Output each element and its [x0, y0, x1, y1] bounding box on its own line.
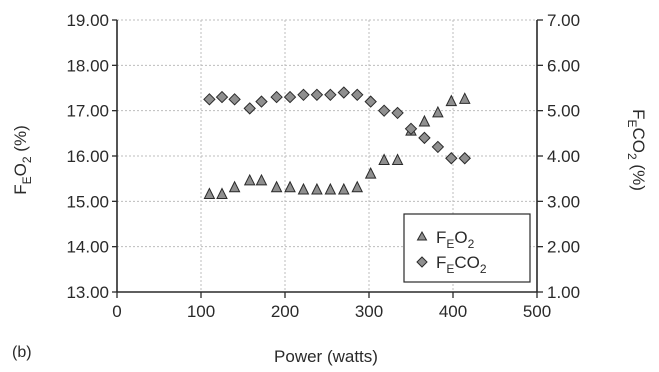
y-right-label-unit: (%): [629, 160, 648, 191]
y-right-label-sub2: 2: [625, 153, 639, 160]
point-feo2: [284, 180, 296, 193]
y-right-tick-label: 4.00: [547, 147, 580, 166]
point-feco2: [337, 86, 351, 99]
point-feo2: [216, 187, 228, 200]
point-feco2: [324, 88, 337, 102]
y-right-tick-label: 6.00: [547, 56, 580, 75]
y-left-tick-label: 17.00: [66, 102, 109, 121]
point-feo2: [311, 182, 323, 195]
point-feo2: [203, 187, 216, 200]
point-feco2: [431, 140, 445, 154]
y-right-tick-label: 5.00: [547, 102, 580, 121]
point-feco2: [228, 93, 241, 106]
point-feo2: [391, 153, 404, 166]
legend-item-feo2: FEO2: [416, 228, 475, 251]
x-tick-label: 500: [523, 302, 551, 321]
legend-feo2-base: F: [436, 228, 446, 247]
legend-feco2-sub2: 2: [480, 262, 487, 276]
point-feo2: [351, 180, 364, 193]
legend: FEO2 FECO2: [403, 213, 531, 283]
y-right-label-sub: E: [625, 120, 639, 128]
point-feco2: [270, 90, 283, 104]
y-left-tick-label: 19.00: [66, 11, 109, 30]
ticks: 13.00 14.00 15.00 16.00 17.00 18.00 19.00 1.00 2…: [66, 11, 580, 321]
point-feo2: [228, 180, 241, 193]
point-feco2: [203, 93, 216, 106]
point-feo2: [243, 173, 256, 186]
y-left-label-sub: E: [20, 176, 34, 184]
legend-feco2-sub: E: [446, 262, 454, 276]
point-feo2: [432, 105, 444, 118]
legend-feo2-sub: E: [446, 237, 454, 251]
x-tick-label: 400: [439, 302, 467, 321]
legend-box: [403, 213, 531, 283]
point-feo2: [270, 180, 283, 193]
x-axis-label: Power (watts): [274, 347, 378, 366]
data-points: [203, 86, 471, 200]
legend-feo2-sub2: 2: [468, 237, 475, 251]
legend-label-feco2: FECO2: [436, 253, 487, 276]
legend-marker-diamond: [416, 256, 428, 268]
point-feco2: [445, 152, 458, 165]
point-feco2: [351, 88, 364, 102]
y-left-label-unit: (%): [11, 125, 30, 156]
y-right-tick-label: 2.00: [547, 238, 580, 257]
y-left-label-rest: O: [11, 163, 30, 176]
point-feco2: [310, 88, 324, 102]
y-left-label-base: F: [11, 184, 30, 194]
y-left-tick-label: 16.00: [66, 147, 109, 166]
point-feo2: [255, 173, 268, 186]
point-feco2: [364, 95, 377, 108]
y-left-label-sub2: 2: [20, 156, 34, 163]
point-feco2: [283, 90, 297, 104]
legend-feco2-rest: CO: [454, 253, 480, 272]
y-right-tick-label: 3.00: [547, 192, 580, 211]
point-feco2: [297, 88, 310, 102]
point-feo2: [418, 114, 431, 127]
y-left-tick-label: 15.00: [66, 192, 109, 211]
x-tick-label: 300: [355, 302, 383, 321]
y-right-tick-label: 1.00: [547, 283, 580, 302]
legend-item-feco2: FECO2: [416, 253, 487, 276]
point-feo2: [458, 92, 471, 104]
legend-label-feo2: FEO2: [436, 228, 475, 251]
legend-marker-triangle: [416, 230, 428, 241]
point-feco2: [404, 122, 418, 136]
point-feco2: [215, 90, 229, 104]
point-feo2: [337, 182, 350, 195]
y-left-tick-label: 18.00: [66, 56, 109, 75]
x-tick-label: 100: [187, 302, 215, 321]
y-right-label-rest: CO: [629, 128, 648, 154]
point-feo2: [297, 182, 310, 195]
point-feco2: [377, 104, 391, 117]
point-feo2: [324, 182, 337, 195]
y-left-tick-label: 14.00: [66, 238, 109, 257]
point-feco2: [458, 152, 471, 165]
point-feco2: [418, 131, 431, 145]
y-left-axis-label: FEO2 (%): [11, 125, 34, 195]
point-feco2: [391, 106, 404, 120]
panel-label: (b): [12, 344, 32, 361]
y-left-tick-label: 13.00: [66, 283, 109, 302]
point-feo2: [364, 167, 377, 179]
point-feo2: [445, 94, 458, 107]
y-right-tick-label: 7.00: [547, 11, 580, 30]
y-right-label-base: F: [629, 109, 648, 119]
point-feco2: [243, 102, 256, 115]
point-feco2: [255, 95, 268, 108]
legend-feo2-rest: O: [454, 228, 467, 247]
x-tick-label: 200: [271, 302, 299, 321]
point-feo2: [378, 153, 390, 166]
y-right-axis-label: FECO2 (%): [625, 109, 648, 191]
legend-feco2-base: F: [436, 253, 446, 272]
x-tick-label: 0: [112, 302, 121, 321]
